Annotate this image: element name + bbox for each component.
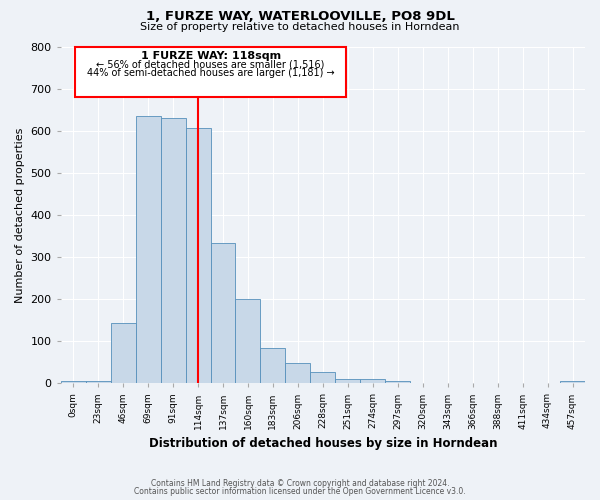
Text: 1 FURZE WAY: 118sqm: 1 FURZE WAY: 118sqm	[140, 50, 281, 60]
X-axis label: Distribution of detached houses by size in Horndean: Distribution of detached houses by size …	[149, 437, 497, 450]
Bar	[260, 348, 286, 384]
Bar	[61, 381, 86, 384]
Text: 44% of semi-detached houses are larger (1,181) →: 44% of semi-detached houses are larger (…	[87, 68, 334, 78]
FancyBboxPatch shape	[75, 48, 346, 97]
Text: 1, FURZE WAY, WATERLOOVILLE, PO8 9DL: 1, FURZE WAY, WATERLOOVILLE, PO8 9DL	[146, 10, 454, 23]
Bar	[110, 323, 136, 384]
Text: Contains HM Land Registry data © Crown copyright and database right 2024.: Contains HM Land Registry data © Crown c…	[151, 478, 449, 488]
Bar	[385, 381, 410, 384]
Text: ← 56% of detached houses are smaller (1,516): ← 56% of detached houses are smaller (1,…	[97, 60, 325, 70]
Bar	[161, 118, 185, 384]
Bar	[560, 381, 585, 384]
Text: Size of property relative to detached houses in Horndean: Size of property relative to detached ho…	[140, 22, 460, 32]
Bar	[286, 364, 310, 384]
Bar	[86, 381, 110, 384]
Text: Contains public sector information licensed under the Open Government Licence v3: Contains public sector information licen…	[134, 487, 466, 496]
Bar	[235, 299, 260, 384]
Bar	[211, 243, 235, 384]
Bar	[335, 379, 361, 384]
Bar	[361, 379, 385, 384]
Bar	[185, 128, 211, 384]
Y-axis label: Number of detached properties: Number of detached properties	[15, 127, 25, 302]
Bar	[310, 372, 335, 384]
Bar	[136, 116, 161, 384]
